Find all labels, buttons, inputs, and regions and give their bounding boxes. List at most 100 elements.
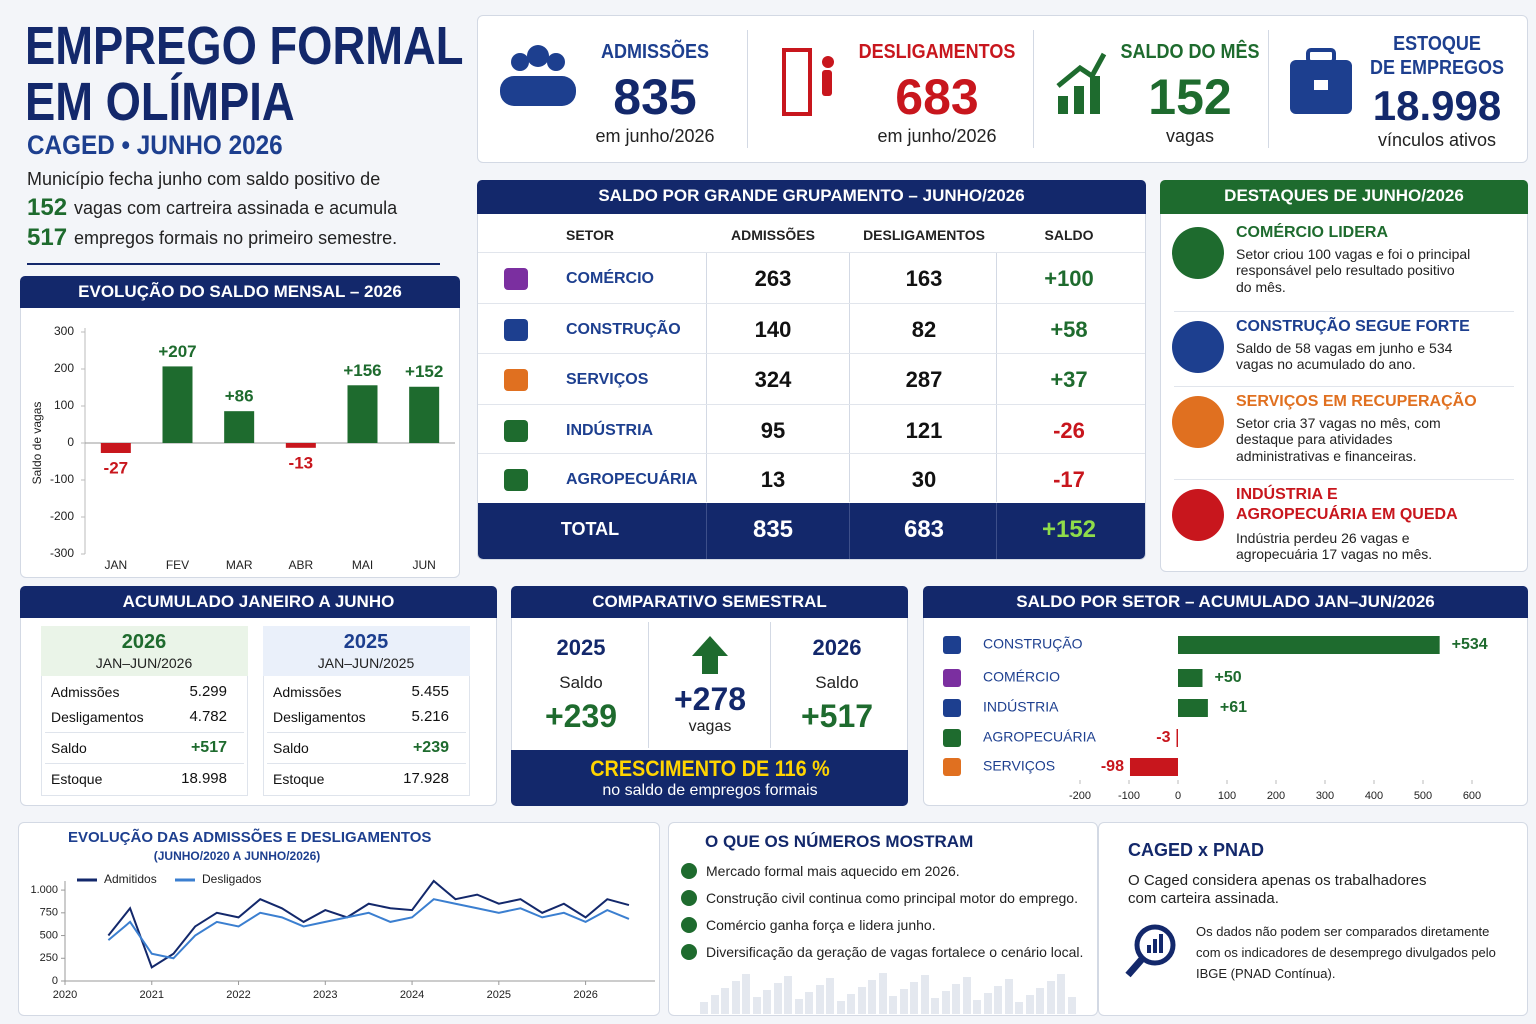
skyline	[773, 983, 782, 1014]
skyline	[1036, 988, 1044, 1014]
comparison-panel-title: COMPARATIVO SEMESTRAL	[511, 586, 908, 618]
monthly-panel-title: EVOLUÇÃO DO SALDO MENSAL – 2026	[20, 276, 460, 308]
acc-period: JAN–JUN/2025	[317, 654, 415, 671]
acc-row-label: Admissões	[51, 683, 120, 700]
row-cell: 13	[760, 466, 786, 492]
highlight-text: Setor criou 100 vagas e foi o principal …	[1236, 245, 1471, 296]
comp-diff-label: vagas	[688, 718, 732, 736]
comp-label: Saldo	[815, 672, 859, 692]
acc-row-value: 5.455	[411, 683, 449, 700]
acc-row-label: Admissões	[273, 683, 342, 700]
skyline	[1067, 997, 1076, 1014]
skyline	[1046, 981, 1055, 1014]
row-sector: AGROPECUÁRIA	[566, 471, 698, 489]
skyline	[1015, 1002, 1023, 1014]
acc-row-value: 4.782	[189, 708, 227, 725]
skyline	[983, 993, 992, 1014]
table-header: ADMISSÕES	[730, 226, 815, 243]
accumulated-panel-title: ACUMULADO JANEIRO A JUNHO	[20, 586, 497, 618]
table-col-line	[706, 503, 707, 559]
skyline	[836, 1001, 845, 1014]
insight-item: Mercado formal mais aquecido em 2026.	[706, 862, 960, 879]
skyline	[710, 995, 719, 1014]
comp-headline: CRESCIMENTO DE 116 %	[590, 755, 830, 781]
comp-year: 2025	[556, 634, 606, 660]
row-cell: 263	[754, 265, 792, 291]
check-icon	[681, 863, 697, 879]
comp-value: +239	[544, 697, 618, 734]
highlight-divider	[1174, 386, 1514, 387]
skyline	[868, 980, 876, 1014]
skyline	[1004, 979, 1013, 1014]
pnad-panel	[1098, 822, 1528, 1016]
skyline	[721, 988, 729, 1014]
kpi-value: 835	[613, 69, 697, 125]
highlights-title: DESTAQUES DE JUNHO/2026	[1160, 180, 1528, 214]
row-sector: CONSTRUÇÃO	[566, 321, 681, 339]
kpi-separator	[1033, 30, 1034, 148]
highlight-title: INDÚSTRIA E AGROPECUÁRIA EM QUEDA	[1236, 486, 1458, 523]
kpi-label: ESTOQUE	[1393, 33, 1481, 55]
row-sector: COMÉRCIO	[566, 270, 654, 288]
sector-chart-panel	[923, 586, 1528, 806]
row-cell: +58	[1050, 316, 1088, 342]
comp-banner	[511, 750, 908, 806]
kpi-separator	[747, 30, 748, 148]
comp-banner-text: no saldo de empregos formais	[602, 782, 818, 800]
insight-item: Diversificação da geração de vagas forta…	[706, 943, 1084, 960]
kpi-value: 152	[1148, 69, 1232, 125]
skyline	[910, 982, 918, 1014]
row-line	[478, 303, 1145, 304]
kpi-note: vínculos ativos	[1377, 130, 1497, 151]
skyline	[763, 990, 771, 1014]
check-icon	[681, 917, 697, 933]
acc-year: 2026	[121, 631, 167, 653]
intro-text: Município fecha junho com saldo positivo…	[27, 169, 381, 190]
highlight-divider	[1174, 311, 1514, 312]
acc-row-value: 18.998	[181, 770, 227, 787]
kpi-label: DE EMPREGOS	[1369, 57, 1505, 79]
table-header: SALDO	[1044, 226, 1094, 243]
row-line	[478, 453, 1145, 454]
monthly-panel	[20, 276, 460, 578]
comp-diff: +278	[673, 680, 747, 717]
row-cell: -17	[1053, 466, 1085, 492]
intro-number: 152	[27, 193, 68, 221]
skyline	[794, 999, 803, 1014]
skyline	[731, 981, 740, 1014]
insight-item: Comércio ganha força e lidera junho.	[706, 916, 936, 933]
comp-value: +517	[800, 697, 874, 734]
sector-icon	[504, 369, 528, 391]
intro-text: empregos formais no primeiro semestre.	[74, 228, 398, 249]
row-sector: INDÚSTRIA	[566, 422, 654, 440]
page-title: EMPREGO FORMAL	[25, 15, 464, 76]
acc-period: JAN–JUN/2026	[95, 654, 193, 671]
table-title: SALDO POR GRANDE GRUPAMENTO – JUNHO/2026	[477, 180, 1146, 214]
intro-text: vagas com cartreira assinada e acumula	[74, 198, 398, 219]
highlight-title: SERVIÇOS EM RECUPERAÇÃO	[1236, 393, 1477, 411]
acc-card-head	[41, 626, 248, 676]
table-total-row	[478, 503, 1145, 559]
kpi-note: em junho/2026	[877, 126, 997, 147]
acc-row-label: Saldo	[273, 739, 309, 756]
highlight-divider	[1174, 479, 1514, 480]
acc-row-line	[267, 763, 466, 764]
acc-row-value: 17.928	[403, 770, 449, 787]
table-col-line	[996, 252, 997, 502]
skyline	[899, 989, 908, 1014]
skyline	[931, 998, 939, 1014]
row-cell: 140	[754, 316, 792, 342]
highlight-icon	[1172, 396, 1224, 448]
highlight-text: Setor cria 37 vagas no mês, com destaque…	[1236, 414, 1441, 465]
row-cell: +100	[1044, 265, 1094, 291]
acc-row-line	[267, 732, 466, 733]
check-icon	[681, 890, 697, 906]
insight-item: Construção civil continua como principal…	[706, 889, 1078, 906]
table-col-line	[706, 252, 707, 502]
total-cell: 835	[752, 515, 794, 543]
row-cell: 121	[905, 417, 943, 443]
skyline	[700, 1002, 708, 1014]
kpi-label: DESLIGAMENTOS	[858, 41, 1016, 63]
acc-row-value: 5.299	[189, 683, 227, 700]
